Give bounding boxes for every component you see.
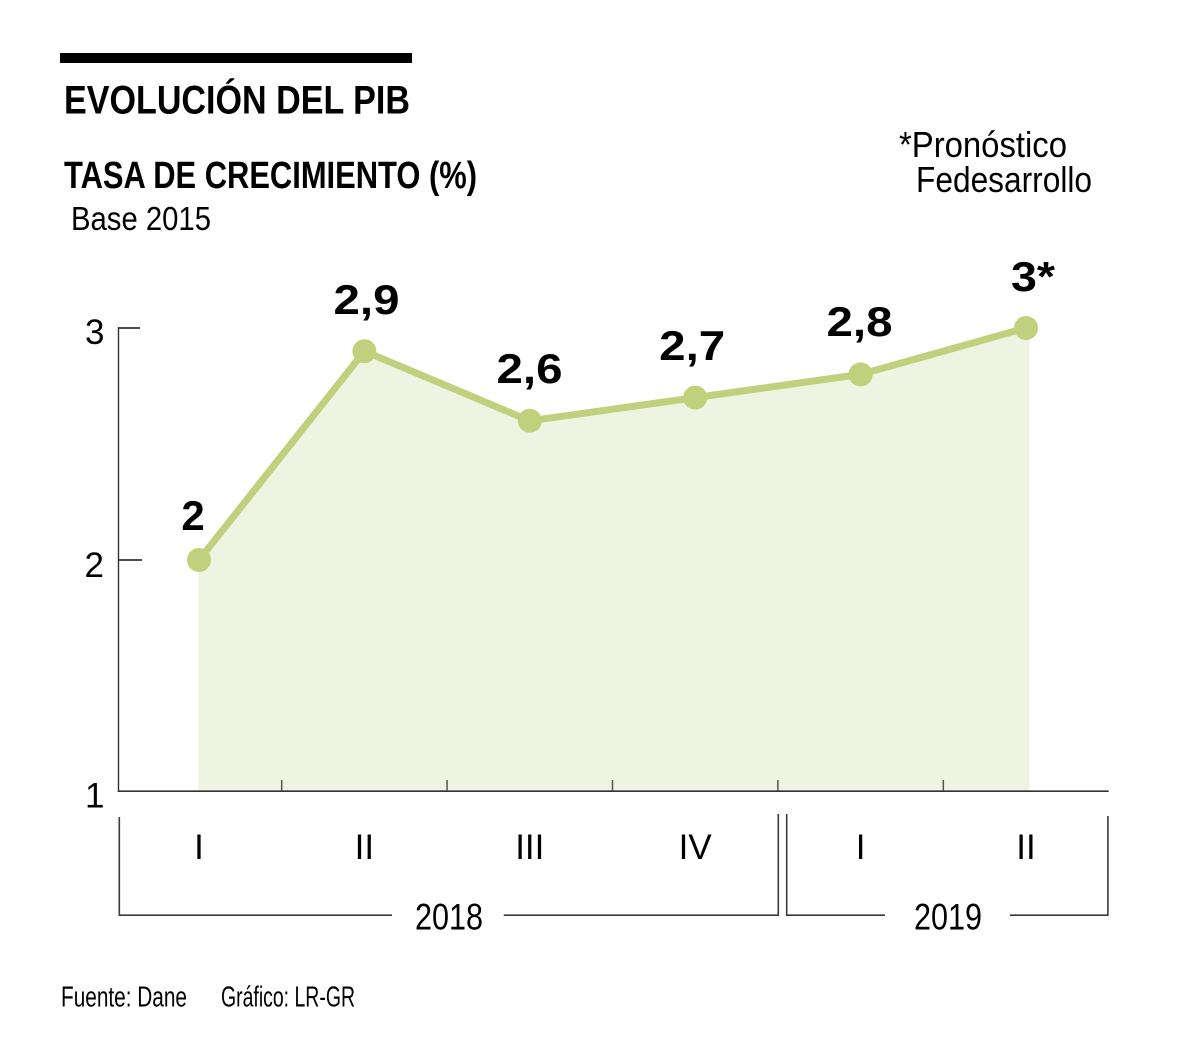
svg-text:*Pronóstico: *Pronóstico xyxy=(899,124,1067,165)
svg-text:Gráfico: LR-GR: Gráfico: LR-GR xyxy=(221,981,355,1013)
svg-text:2,9: 2,9 xyxy=(334,276,400,323)
svg-text:3*: 3* xyxy=(1011,253,1056,300)
svg-text:III: III xyxy=(515,828,544,867)
svg-text:I: I xyxy=(856,828,866,867)
svg-text:2019: 2019 xyxy=(914,897,982,938)
svg-text:1: 1 xyxy=(85,777,104,816)
svg-text:Fedesarrollo: Fedesarrollo xyxy=(916,159,1092,200)
svg-text:I: I xyxy=(194,828,204,867)
svg-text:EVOLUCIÓN DEL PIB: EVOLUCIÓN DEL PIB xyxy=(64,77,410,123)
svg-text:TASA DE CRECIMIENTO (%): TASA DE CRECIMIENTO (%) xyxy=(64,155,477,197)
svg-text:2: 2 xyxy=(181,492,204,539)
svg-text:2,6: 2,6 xyxy=(497,345,563,392)
svg-text:2: 2 xyxy=(85,546,104,585)
svg-text:IV: IV xyxy=(679,828,713,867)
svg-text:Base 2015: Base 2015 xyxy=(71,200,211,237)
svg-text:Fuente: Dane: Fuente: Dane xyxy=(61,981,187,1013)
svg-text:II: II xyxy=(355,828,374,867)
svg-text:2018: 2018 xyxy=(415,897,483,938)
svg-text:2,7: 2,7 xyxy=(659,322,725,369)
svg-text:2,8: 2,8 xyxy=(827,298,893,345)
svg-text:II: II xyxy=(1016,828,1035,867)
svg-text:3: 3 xyxy=(85,313,104,352)
